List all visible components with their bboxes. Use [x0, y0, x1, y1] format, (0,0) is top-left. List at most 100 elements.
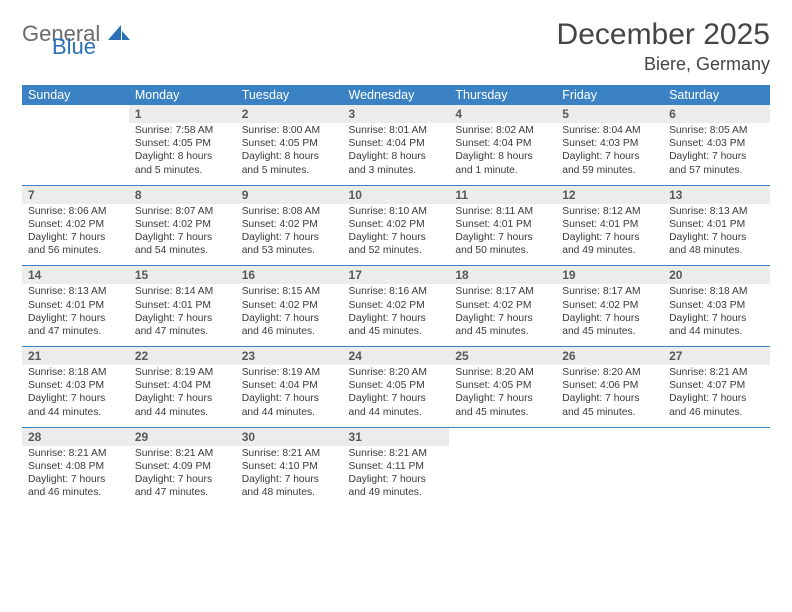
- sunrise-text: Sunrise: 8:20 AM: [455, 366, 550, 379]
- sunset-text: Sunset: 4:08 PM: [28, 460, 123, 473]
- sunset-text: Sunset: 4:03 PM: [669, 137, 764, 150]
- day-detail-cell: Sunrise: 8:19 AMSunset: 4:04 PMDaylight:…: [129, 365, 236, 427]
- sunrise-text: Sunrise: 8:04 AM: [562, 124, 657, 137]
- sunrise-text: Sunrise: 8:19 AM: [242, 366, 337, 379]
- sunset-text: Sunset: 4:05 PM: [349, 379, 444, 392]
- daylight-text: Daylight: 7 hours and 46 minutes.: [242, 312, 337, 338]
- day-detail-cell: Sunrise: 8:21 AMSunset: 4:10 PMDaylight:…: [236, 446, 343, 508]
- week-detail-row: Sunrise: 7:58 AMSunset: 4:05 PMDaylight:…: [22, 123, 770, 185]
- sunrise-text: Sunrise: 8:11 AM: [455, 205, 550, 218]
- day-number-cell: 5: [556, 105, 663, 123]
- week-daynum-row: 21222324252627: [22, 347, 770, 366]
- day-of-week-row: Sunday Monday Tuesday Wednesday Thursday…: [22, 85, 770, 105]
- dow-friday: Friday: [556, 85, 663, 105]
- sunrise-text: Sunrise: 8:20 AM: [562, 366, 657, 379]
- sunrise-text: Sunrise: 8:21 AM: [349, 447, 444, 460]
- sunset-text: Sunset: 4:02 PM: [28, 218, 123, 231]
- day-number-cell: 13: [663, 185, 770, 204]
- day-number-cell: 26: [556, 347, 663, 366]
- sunset-text: Sunset: 4:01 PM: [135, 299, 230, 312]
- sunrise-text: Sunrise: 8:13 AM: [28, 285, 123, 298]
- day-number-cell: 29: [129, 427, 236, 446]
- sunset-text: Sunset: 4:04 PM: [242, 379, 337, 392]
- brand-text-blue: Blue: [52, 37, 130, 58]
- sunrise-text: Sunrise: 8:21 AM: [135, 447, 230, 460]
- day-detail-cell: [663, 446, 770, 508]
- daylight-text: Daylight: 7 hours and 44 minutes.: [135, 392, 230, 418]
- dow-tuesday: Tuesday: [236, 85, 343, 105]
- calendar-body: 123456Sunrise: 7:58 AMSunset: 4:05 PMDay…: [22, 105, 770, 507]
- daylight-text: Daylight: 8 hours and 1 minute.: [455, 150, 550, 176]
- day-number-cell: 3: [343, 105, 450, 123]
- day-detail-cell: Sunrise: 8:00 AMSunset: 4:05 PMDaylight:…: [236, 123, 343, 185]
- sunrise-text: Sunrise: 8:16 AM: [349, 285, 444, 298]
- day-detail-cell: Sunrise: 8:21 AMSunset: 4:07 PMDaylight:…: [663, 365, 770, 427]
- day-detail-cell: Sunrise: 8:16 AMSunset: 4:02 PMDaylight:…: [343, 284, 450, 346]
- day-number-cell: 25: [449, 347, 556, 366]
- week-detail-row: Sunrise: 8:06 AMSunset: 4:02 PMDaylight:…: [22, 204, 770, 266]
- sunrise-text: Sunrise: 7:58 AM: [135, 124, 230, 137]
- sunset-text: Sunset: 4:09 PM: [135, 460, 230, 473]
- sunset-text: Sunset: 4:07 PM: [669, 379, 764, 392]
- day-number-cell: 9: [236, 185, 343, 204]
- daylight-text: Daylight: 7 hours and 44 minutes.: [28, 392, 123, 418]
- sunrise-text: Sunrise: 8:19 AM: [135, 366, 230, 379]
- sunset-text: Sunset: 4:02 PM: [242, 299, 337, 312]
- day-number-cell: 15: [129, 266, 236, 285]
- day-detail-cell: Sunrise: 8:04 AMSunset: 4:03 PMDaylight:…: [556, 123, 663, 185]
- sunset-text: Sunset: 4:02 PM: [455, 299, 550, 312]
- day-detail-cell: Sunrise: 8:15 AMSunset: 4:02 PMDaylight:…: [236, 284, 343, 346]
- day-number-cell: 10: [343, 185, 450, 204]
- sunset-text: Sunset: 4:03 PM: [28, 379, 123, 392]
- sunset-text: Sunset: 4:03 PM: [669, 299, 764, 312]
- daylight-text: Daylight: 7 hours and 45 minutes.: [562, 392, 657, 418]
- day-detail-cell: Sunrise: 8:08 AMSunset: 4:02 PMDaylight:…: [236, 204, 343, 266]
- daylight-text: Daylight: 7 hours and 49 minutes.: [349, 473, 444, 499]
- day-detail-cell: Sunrise: 8:05 AMSunset: 4:03 PMDaylight:…: [663, 123, 770, 185]
- daylight-text: Daylight: 7 hours and 57 minutes.: [669, 150, 764, 176]
- day-number-cell: [22, 105, 129, 123]
- day-number-cell: [663, 427, 770, 446]
- location-label: Biere, Germany: [557, 54, 770, 75]
- daylight-text: Daylight: 7 hours and 44 minutes.: [669, 312, 764, 338]
- daylight-text: Daylight: 8 hours and 3 minutes.: [349, 150, 444, 176]
- dow-wednesday: Wednesday: [343, 85, 450, 105]
- day-detail-cell: [449, 446, 556, 508]
- sunrise-text: Sunrise: 8:18 AM: [28, 366, 123, 379]
- dow-sunday: Sunday: [22, 85, 129, 105]
- sunset-text: Sunset: 4:11 PM: [349, 460, 444, 473]
- day-detail-cell: Sunrise: 8:13 AMSunset: 4:01 PMDaylight:…: [663, 204, 770, 266]
- day-detail-cell: Sunrise: 8:01 AMSunset: 4:04 PMDaylight:…: [343, 123, 450, 185]
- daylight-text: Daylight: 7 hours and 54 minutes.: [135, 231, 230, 257]
- daylight-text: Daylight: 7 hours and 45 minutes.: [349, 312, 444, 338]
- daylight-text: Daylight: 7 hours and 45 minutes.: [455, 312, 550, 338]
- daylight-text: Daylight: 7 hours and 46 minutes.: [669, 392, 764, 418]
- sunset-text: Sunset: 4:02 PM: [562, 299, 657, 312]
- sunset-text: Sunset: 4:01 PM: [455, 218, 550, 231]
- sunrise-text: Sunrise: 8:15 AM: [242, 285, 337, 298]
- day-number-cell: 28: [22, 427, 129, 446]
- daylight-text: Daylight: 7 hours and 49 minutes.: [562, 231, 657, 257]
- day-detail-cell: Sunrise: 8:11 AMSunset: 4:01 PMDaylight:…: [449, 204, 556, 266]
- day-number-cell: 27: [663, 347, 770, 366]
- sunset-text: Sunset: 4:02 PM: [242, 218, 337, 231]
- day-detail-cell: Sunrise: 8:20 AMSunset: 4:05 PMDaylight:…: [343, 365, 450, 427]
- day-number-cell: [556, 427, 663, 446]
- daylight-text: Daylight: 7 hours and 48 minutes.: [669, 231, 764, 257]
- day-detail-cell: Sunrise: 8:20 AMSunset: 4:06 PMDaylight:…: [556, 365, 663, 427]
- daylight-text: Daylight: 7 hours and 52 minutes.: [349, 231, 444, 257]
- daylight-text: Daylight: 7 hours and 56 minutes.: [28, 231, 123, 257]
- daylight-text: Daylight: 7 hours and 45 minutes.: [562, 312, 657, 338]
- sunset-text: Sunset: 4:03 PM: [562, 137, 657, 150]
- day-number-cell: [449, 427, 556, 446]
- day-number-cell: 19: [556, 266, 663, 285]
- sunset-text: Sunset: 4:10 PM: [242, 460, 337, 473]
- day-number-cell: 21: [22, 347, 129, 366]
- sunset-text: Sunset: 4:02 PM: [349, 218, 444, 231]
- day-number-cell: 23: [236, 347, 343, 366]
- day-detail-cell: Sunrise: 8:17 AMSunset: 4:02 PMDaylight:…: [449, 284, 556, 346]
- day-number-cell: 4: [449, 105, 556, 123]
- day-detail-cell: Sunrise: 8:07 AMSunset: 4:02 PMDaylight:…: [129, 204, 236, 266]
- sunrise-text: Sunrise: 8:01 AM: [349, 124, 444, 137]
- day-detail-cell: Sunrise: 8:18 AMSunset: 4:03 PMDaylight:…: [22, 365, 129, 427]
